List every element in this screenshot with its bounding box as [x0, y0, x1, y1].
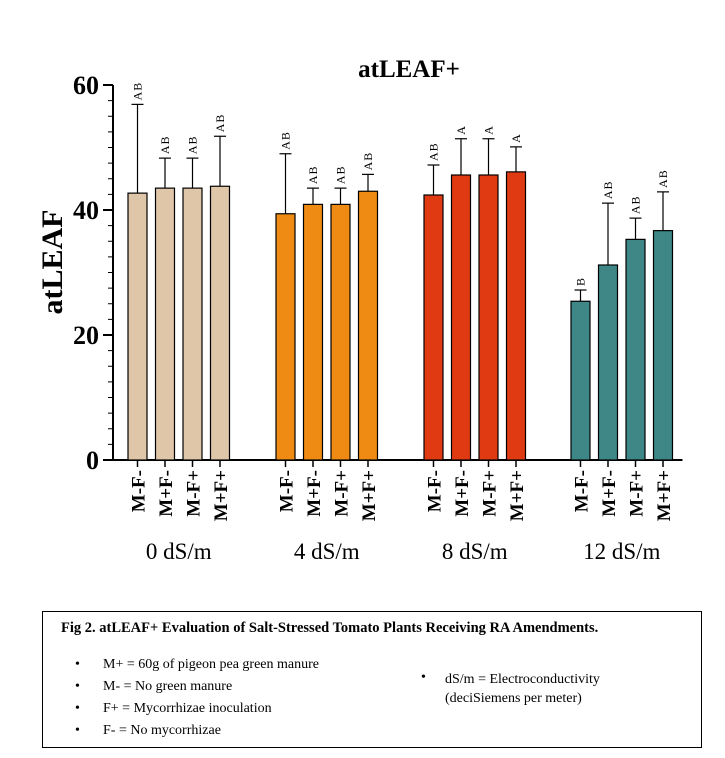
dsm-definition: • dS/m = Electroconductivity (deciSiemen…: [421, 670, 681, 708]
bullet: •: [75, 657, 80, 672]
bar: [450, 174, 472, 461]
significance-label: B: [574, 277, 588, 286]
caption-title: Fig 2. atLEAF+ Evaluation of Salt-Stress…: [61, 620, 599, 636]
y-tick-label: 40: [73, 196, 99, 225]
x-category-label: M+F+: [211, 470, 232, 521]
bar: [127, 192, 148, 461]
list-item: • M+ = 60g of pigeon pea green manure: [75, 654, 319, 676]
significance-label: A: [509, 133, 523, 143]
x-category-label: M+F-: [452, 470, 473, 517]
y-tick-label: 20: [73, 321, 99, 350]
x-category-label: M+F+: [507, 470, 528, 521]
significance-label: AB: [361, 152, 375, 171]
x-category-label: M+F-: [599, 470, 620, 517]
abbreviation-list: • M+ = 60g of pigeon pea green manure • M-…: [75, 654, 319, 742]
bar: [652, 230, 674, 461]
y-tick-label: 0: [86, 446, 99, 475]
group-label: 0 dS/m: [146, 539, 212, 564]
bar: [625, 238, 646, 461]
list-item: • M- = No green manure: [75, 676, 319, 698]
x-category-label: M-F+: [627, 470, 648, 517]
abbreviation-text: M- = No green manure: [103, 679, 233, 694]
list-item: • F+ = Mycorrhizae inoculation: [75, 698, 319, 720]
bar: [209, 185, 231, 461]
bar: [478, 174, 499, 461]
bar: [570, 300, 591, 461]
bar: [357, 190, 379, 461]
figure-caption-box: Fig 2. atLEAF+ Evaluation of Salt-Stress…: [42, 611, 702, 748]
significance-label: A: [482, 125, 496, 135]
x-category-label: M-F-: [129, 470, 150, 512]
x-category-label: M-F-: [277, 470, 298, 512]
bars: [127, 103, 674, 461]
group-label: 8 dS/m: [442, 539, 508, 564]
bar: [154, 187, 176, 461]
bullet: •: [75, 701, 80, 716]
significance-label: A: [454, 125, 468, 135]
bar: [423, 194, 444, 461]
abbreviation-text: F- = No mycorrhizae: [103, 723, 221, 738]
x-category-label: M-F+: [480, 470, 501, 517]
significance-label: AB: [601, 180, 615, 199]
bar: [597, 264, 619, 461]
group-label: 4 dS/m: [294, 539, 360, 564]
x-category-label: M+F-: [304, 470, 325, 517]
x-category-label: M+F+: [359, 470, 380, 521]
dsm-definition-line1: dS/m = Electroconductivity: [445, 672, 600, 687]
bullet: •: [421, 670, 426, 685]
bullet: •: [75, 723, 80, 738]
x-category-label: M-F-: [425, 470, 446, 512]
significance-label: AB: [629, 195, 643, 214]
x-category-label: M-F+: [332, 470, 353, 517]
bar: [330, 203, 351, 461]
y-axis-label: atLEAF: [36, 210, 69, 315]
abbreviation-text: F+ = Mycorrhizae inoculation: [103, 701, 272, 716]
significance-label: AB: [334, 165, 348, 184]
significance-label: AB: [213, 114, 227, 133]
group-label: 12 dS/m: [583, 539, 660, 564]
bullet: •: [75, 679, 80, 694]
y-tick-label: 60: [73, 71, 99, 100]
significance-label: AB: [306, 165, 320, 184]
dsm-definition-line2: (deciSiemens per meter): [445, 691, 582, 706]
significance-label: AB: [656, 169, 670, 188]
x-category-label: M+F+: [654, 470, 675, 521]
significance-label: AB: [186, 135, 200, 154]
significance-label: AB: [427, 142, 441, 161]
significance-label: AB: [279, 131, 293, 150]
significance-label: AB: [131, 82, 145, 101]
bar: [182, 187, 203, 461]
x-category-label: M-F+: [184, 470, 205, 517]
chart-title: atLEAF+: [358, 56, 460, 83]
bar: [302, 203, 324, 461]
abbreviation-text: M+ = 60g of pigeon pea green manure: [103, 657, 320, 672]
significance-label: AB: [158, 135, 172, 154]
x-category-label: M+F-: [156, 470, 177, 517]
bar: [505, 171, 527, 461]
x-category-label: M-F-: [572, 470, 593, 512]
bar: [275, 213, 296, 461]
list-item: • F- = No mycorrhizae: [75, 720, 319, 742]
